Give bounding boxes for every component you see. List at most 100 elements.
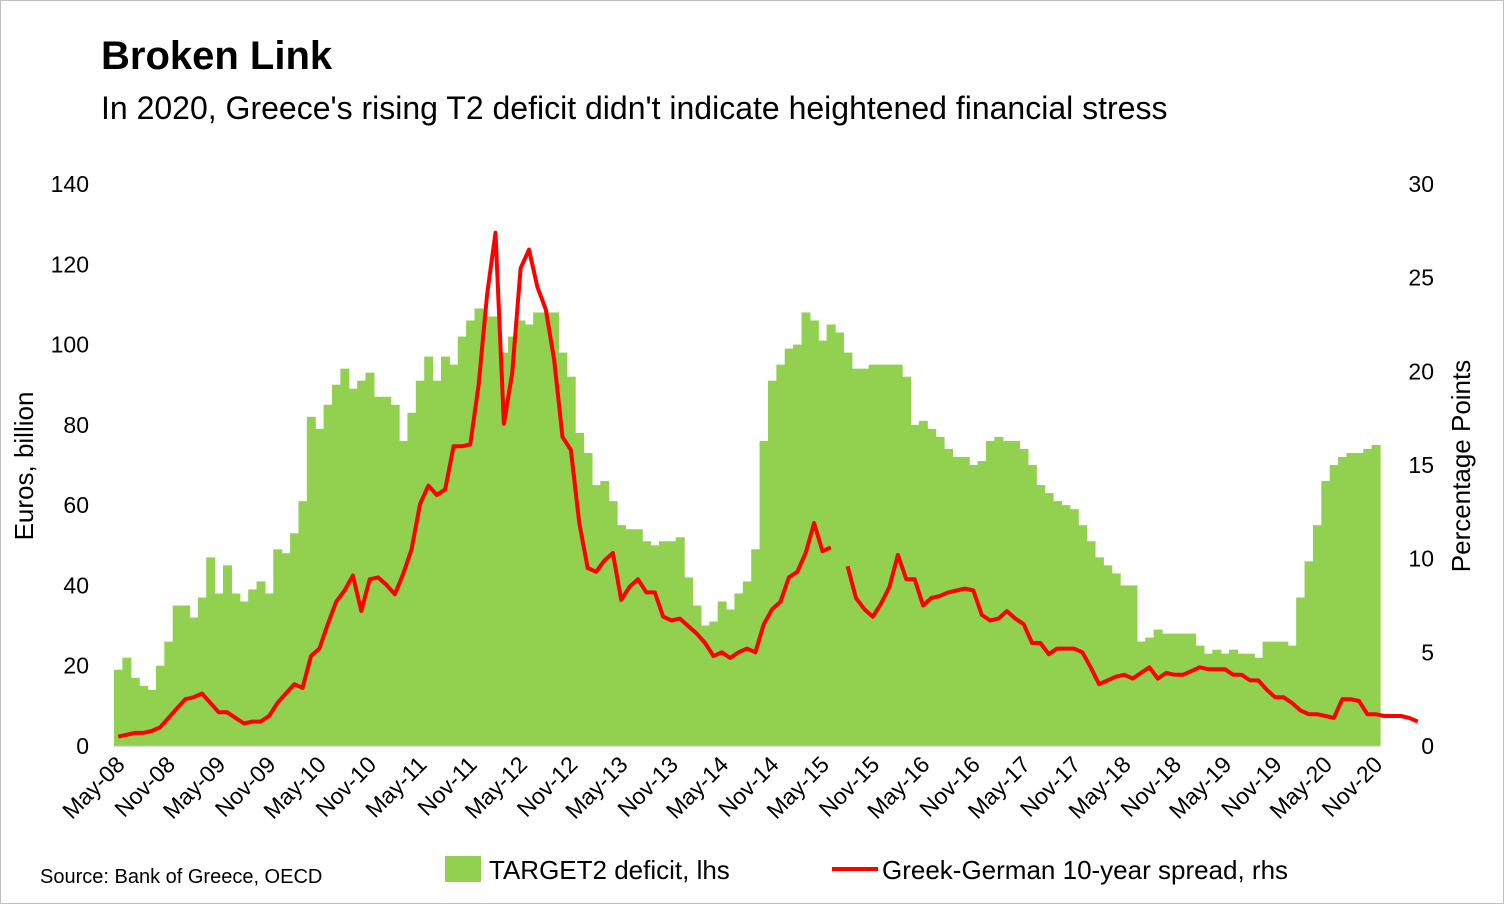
- bar: [1128, 585, 1138, 746]
- bar: [801, 312, 811, 746]
- bar: [717, 601, 727, 746]
- y-right-tick-label: 20: [1408, 358, 1434, 384]
- y-left-tick-label: 120: [51, 251, 89, 277]
- bar: [977, 460, 987, 746]
- bar: [516, 320, 526, 746]
- bar: [1212, 649, 1222, 746]
- y-left-tick-label: 60: [63, 492, 89, 518]
- bar: [1086, 541, 1096, 746]
- bar: [1178, 633, 1188, 746]
- bar: [1321, 481, 1331, 746]
- spread-line: [117, 230, 832, 739]
- bar: [767, 380, 777, 746]
- right-axis-label: Percentage Points: [1446, 360, 1476, 572]
- bar: [885, 364, 895, 746]
- bar: [575, 432, 585, 746]
- bar: [1103, 565, 1113, 746]
- bar: [382, 396, 392, 746]
- bar: [239, 601, 249, 746]
- bar: [130, 677, 140, 746]
- bar: [290, 533, 300, 746]
- bar: [675, 537, 685, 746]
- bar: [122, 657, 132, 746]
- bar: [692, 605, 702, 746]
- bar: [566, 376, 576, 746]
- legend-label-bars: TARGET2 deficit, lhs: [489, 855, 730, 885]
- bar: [1120, 585, 1130, 746]
- bar: [1254, 657, 1264, 746]
- bar: [1002, 440, 1012, 746]
- bar: [591, 485, 601, 746]
- bar: [1371, 444, 1381, 746]
- bar: [709, 621, 719, 746]
- bar: [625, 529, 635, 746]
- bar: [684, 577, 694, 746]
- y-left-tick-label: 40: [63, 572, 89, 598]
- bar: [1312, 525, 1322, 746]
- chart-title: Broken Link: [101, 34, 333, 78]
- bar: [533, 312, 543, 746]
- legend-swatch-bars: [445, 856, 481, 882]
- bar: [918, 420, 928, 746]
- bar: [449, 364, 459, 746]
- bar: [994, 436, 1004, 746]
- bar: [172, 605, 182, 746]
- bar: [1237, 653, 1247, 746]
- bar: [457, 336, 467, 746]
- bar-series: [114, 308, 1381, 746]
- bar: [1162, 633, 1171, 746]
- bar: [633, 529, 643, 746]
- line-series: [117, 230, 1419, 739]
- bar: [944, 448, 954, 746]
- bar: [189, 617, 199, 746]
- bar: [1329, 465, 1339, 746]
- y-right-tick-label: 25: [1408, 265, 1434, 291]
- bar: [541, 312, 551, 746]
- bar: [264, 593, 274, 746]
- y-right-tick-label: 5: [1421, 639, 1434, 665]
- bar: [734, 593, 744, 746]
- bar: [432, 380, 442, 746]
- bar: [1061, 505, 1071, 746]
- bar: [1338, 456, 1348, 746]
- bar: [650, 545, 660, 746]
- bar: [868, 364, 878, 746]
- bar: [851, 368, 861, 746]
- bar: [331, 384, 341, 746]
- bar: [315, 428, 325, 746]
- bar: [809, 320, 819, 746]
- bar: [1195, 645, 1205, 746]
- bar: [843, 352, 853, 746]
- bar: [835, 332, 845, 746]
- bar: [214, 593, 224, 746]
- bar: [139, 685, 149, 746]
- bar: [952, 456, 962, 746]
- bar: [1136, 641, 1146, 746]
- bar: [1220, 653, 1230, 746]
- bar: [206, 557, 216, 746]
- bar: [608, 501, 618, 746]
- bar: [390, 404, 400, 746]
- bar: [1187, 633, 1197, 746]
- bar: [935, 436, 945, 746]
- bar: [927, 428, 937, 746]
- bar: [1027, 465, 1037, 746]
- y-left-tick-label: 20: [63, 653, 89, 679]
- bar: [600, 481, 610, 746]
- bar: [298, 501, 308, 746]
- bar: [1078, 525, 1088, 746]
- bar: [440, 356, 450, 746]
- y-right-tick-label: 15: [1408, 452, 1434, 478]
- x-axis: May-08Nov-08May-09Nov-09May-10Nov-10May-…: [57, 745, 1387, 824]
- bar: [155, 665, 165, 746]
- bar: [524, 324, 534, 746]
- bar: [256, 581, 266, 746]
- bar: [499, 352, 509, 746]
- bar: [1304, 561, 1314, 746]
- bar: [742, 581, 752, 746]
- bar: [826, 324, 836, 746]
- bar: [357, 380, 367, 746]
- bar: [340, 368, 350, 746]
